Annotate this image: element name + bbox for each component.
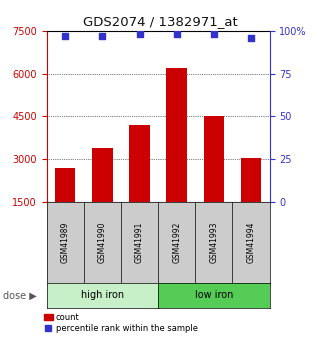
Text: GSM41992: GSM41992 bbox=[172, 222, 181, 263]
Bar bbox=[129, 125, 150, 245]
Text: GSM41989: GSM41989 bbox=[61, 222, 70, 263]
Text: dose ▶: dose ▶ bbox=[3, 290, 37, 300]
Legend: count, percentile rank within the sample: count, percentile rank within the sample bbox=[44, 313, 198, 333]
Text: high iron: high iron bbox=[81, 290, 124, 300]
Bar bbox=[204, 117, 224, 245]
Text: GSM41990: GSM41990 bbox=[98, 221, 107, 263]
Point bbox=[211, 32, 216, 37]
Point bbox=[248, 35, 254, 41]
Text: GSM41994: GSM41994 bbox=[247, 221, 256, 263]
Bar bbox=[167, 68, 187, 245]
Text: GDS2074 / 1382971_at: GDS2074 / 1382971_at bbox=[83, 16, 238, 29]
Point bbox=[137, 32, 142, 37]
Point bbox=[63, 33, 68, 39]
Bar bbox=[55, 168, 75, 245]
Text: GSM41993: GSM41993 bbox=[209, 221, 218, 263]
Bar bbox=[241, 158, 261, 245]
Point bbox=[174, 32, 179, 37]
Bar bbox=[92, 148, 113, 245]
Point bbox=[100, 33, 105, 39]
Text: GSM41991: GSM41991 bbox=[135, 222, 144, 263]
Text: low iron: low iron bbox=[195, 290, 233, 300]
